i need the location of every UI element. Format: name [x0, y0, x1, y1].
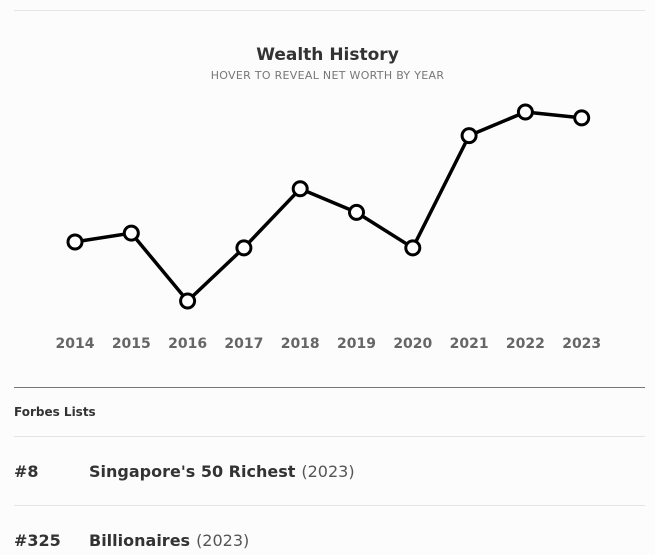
series-line	[74, 110, 582, 303]
x-tick-label: 2019	[337, 336, 376, 352]
forbes-list-name: Billionaires	[89, 530, 191, 550]
forbes-list-item[interactable]: #325 Billionaires (2023)	[14, 525, 645, 555]
top-divider	[14, 10, 645, 11]
data-point[interactable]	[291, 180, 309, 198]
data-point[interactable]	[179, 292, 197, 310]
x-tick-label: 2016	[168, 336, 207, 352]
data-point[interactable]	[460, 127, 478, 145]
data-point[interactable]	[122, 224, 140, 242]
forbes-list-name: Singapore's 50 Richest	[89, 461, 296, 481]
chart-subtitle: HOVER TO REVEAL NET WORTH BY YEAR	[210, 69, 445, 82]
wealth-history-chart[interactable]: 2014 2015 2016 2017 2018 2019 2020 2021 2022 2023	[0, 0, 655, 380]
data-point[interactable]	[516, 103, 534, 121]
x-tick-label: 2022	[506, 336, 545, 352]
data-point[interactable]	[573, 109, 591, 127]
x-tick-label: 2021	[450, 336, 489, 352]
section-divider	[14, 387, 645, 388]
forbes-rank: #325	[14, 530, 61, 550]
data-point[interactable]	[235, 239, 253, 257]
forbes-list-year: (2023)	[196, 530, 250, 550]
forbes-rank: #8	[14, 461, 39, 481]
x-tick-label: 2015	[112, 336, 151, 352]
forbes-lists-heading: Forbes Lists	[14, 405, 96, 419]
row-divider	[14, 436, 645, 437]
forbes-list-item[interactable]: #8 Singapore's 50 Richest (2023)	[14, 456, 645, 486]
x-tick-label: 2018	[281, 336, 320, 352]
x-tick-label: 2023	[562, 336, 601, 352]
forbes-list-year: (2023)	[301, 461, 355, 481]
data-point[interactable]	[66, 233, 84, 251]
x-tick-label: 2017	[224, 336, 263, 352]
x-tick-label: 2020	[393, 336, 432, 352]
data-point[interactable]	[348, 203, 365, 221]
row-divider	[14, 505, 645, 506]
data-point[interactable]	[404, 239, 422, 257]
chart-title: Wealth History	[256, 45, 399, 65]
x-tick-label: 2014	[56, 336, 95, 352]
